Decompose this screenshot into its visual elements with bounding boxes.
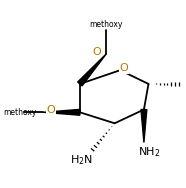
Text: O: O [92, 47, 101, 57]
Text: H$_2$N: H$_2$N [70, 153, 93, 167]
Text: NH$_2$: NH$_2$ [138, 146, 161, 159]
Polygon shape [78, 54, 106, 86]
Text: methoxy: methoxy [90, 20, 123, 29]
Polygon shape [43, 109, 80, 115]
Text: methoxy: methoxy [4, 108, 37, 117]
Text: O: O [46, 105, 55, 115]
Polygon shape [141, 110, 147, 143]
Text: O: O [120, 63, 129, 73]
